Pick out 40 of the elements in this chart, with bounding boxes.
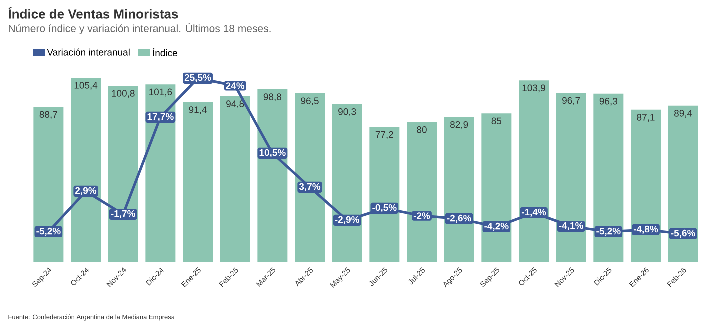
bar	[556, 93, 586, 262]
data-label: 105,4	[74, 82, 98, 90]
data-label: 101,6	[150, 88, 172, 97]
data-label: 85	[492, 118, 502, 124]
bar	[108, 86, 138, 262]
bar	[71, 78, 102, 262]
bar	[146, 84, 176, 262]
bar	[519, 80, 549, 262]
chart-subtitle: Número índice y variación interanual. Últimos 18 meses.	[9, 23, 271, 34]
bar	[407, 122, 437, 262]
data-label: 82,9	[450, 121, 468, 130]
bar	[258, 89, 288, 262]
legend-label: Variación interanual	[47, 48, 130, 56]
data-label: 88,7	[40, 111, 58, 120]
data-label: 96,3	[600, 98, 618, 106]
bar	[668, 106, 698, 262]
data-label: 87,1	[637, 114, 655, 122]
bar	[630, 110, 661, 262]
bar	[183, 102, 214, 262]
data-label: 96,7	[562, 97, 580, 106]
data-label: 89,4	[674, 110, 692, 118]
data-label: 77,2	[376, 131, 394, 140]
bar	[370, 127, 400, 262]
data-label: 91,4	[189, 106, 207, 114]
data-label: 96,5	[301, 98, 319, 106]
legend-label: Índice	[153, 48, 178, 56]
data-label: 80	[417, 126, 427, 134]
bar	[444, 117, 474, 262]
bar	[34, 107, 64, 262]
bar	[594, 94, 624, 262]
data-label: 100,8	[112, 90, 135, 98]
data-label: 98,8	[264, 94, 282, 102]
bar	[482, 114, 512, 262]
bar	[295, 93, 326, 262]
data-label: 90,3	[338, 108, 356, 116]
bar	[332, 104, 362, 262]
bar	[220, 96, 250, 262]
data-label: 94,8	[226, 100, 244, 109]
data-label: 103,9	[522, 84, 546, 93]
chart-title: Índice de Ventas Minoristas	[8, 7, 178, 19]
